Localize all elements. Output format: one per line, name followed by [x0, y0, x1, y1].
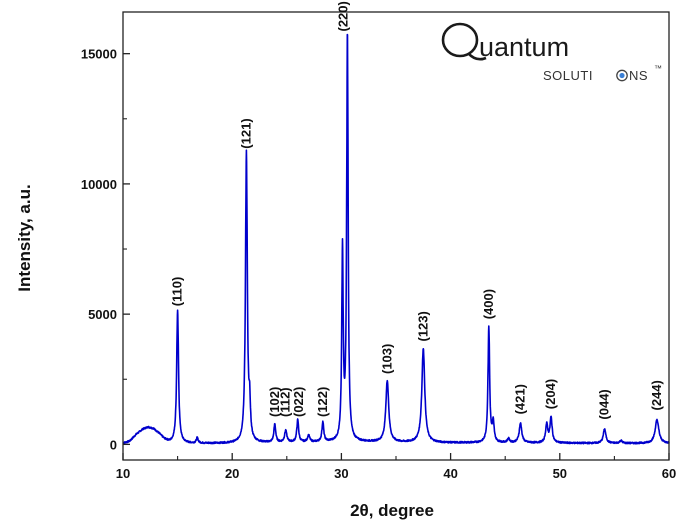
quantum-solutions-logo: uantum SOLUTI NS ™	[441, 22, 662, 83]
x-axis-label: 2θ, degree	[350, 501, 434, 520]
peak-label: (110)	[170, 277, 185, 307]
peak-label: (122)	[315, 387, 330, 417]
peak-label: (044)	[597, 389, 612, 419]
series-line	[122, 33, 670, 445]
peak-label: (102)	[267, 387, 282, 417]
peak-label: (103)	[379, 344, 394, 374]
y-tick-label: 5000	[88, 307, 117, 322]
x-tick-label: 30	[334, 466, 348, 481]
logo-o-dot-core-icon	[619, 72, 625, 79]
x-tick-label: 60	[662, 466, 676, 481]
x-tick-label: 50	[553, 466, 567, 481]
plot-area: 10 20 30 40 50 60 0 5000 10000 15000 (110) (121) (10…	[81, 1, 676, 481]
y-tick-label: 0	[110, 437, 117, 452]
y-tick-label: 10000	[81, 177, 117, 192]
logo-wordmark: uantum	[479, 32, 569, 62]
peak-label: (022)	[291, 387, 306, 417]
x-tick-label: 20	[225, 466, 239, 481]
peak-label: (421)	[513, 384, 528, 414]
peak-label: (121)	[238, 118, 253, 148]
logo-q-ring-icon	[441, 22, 479, 58]
y-axis-label: Intensity, a.u.	[15, 184, 34, 291]
peak-label: (400)	[481, 289, 496, 319]
peak-label: (123)	[415, 311, 430, 341]
logo-subtitle-right: NS	[629, 68, 648, 83]
peak-label: (112)	[278, 387, 293, 417]
peak-label: (244)	[649, 380, 664, 410]
peak-label: (220)	[336, 1, 351, 31]
peak-label: (204)	[543, 379, 558, 409]
logo-subtitle-left: SOLUTI	[543, 68, 593, 83]
logo-trademark: ™	[654, 64, 662, 73]
x-tick-label: 40	[443, 466, 457, 481]
x-tick-label: 10	[116, 466, 130, 481]
logo-q-tail-icon	[467, 52, 487, 61]
y-tick-label: 15000	[81, 47, 117, 62]
